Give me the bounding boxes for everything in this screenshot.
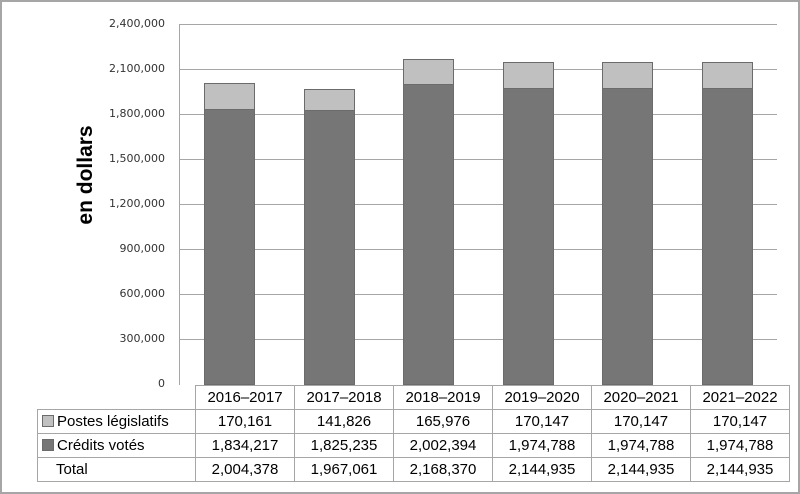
table-cell: 1,974,788 — [492, 433, 592, 458]
table-cell: 2,144,935 — [591, 457, 691, 482]
column-header: 2016–2017 — [195, 385, 295, 410]
gridline — [180, 114, 777, 115]
y-tick: 300,000 — [119, 332, 166, 345]
y-tick: 1,200,000 — [109, 197, 165, 210]
table-cell: 141,826 — [294, 409, 394, 434]
gridline — [180, 204, 777, 205]
bar-segment-postes-legislatifs — [701, 62, 753, 89]
gridline — [180, 294, 777, 295]
table-row: Crédits votés 1,834,217 1,825,235 2,002,… — [37, 433, 790, 458]
row-label: Crédits votés — [57, 437, 145, 454]
bar-segment-credits-votes — [204, 108, 256, 385]
column-header: 2018–2019 — [393, 385, 493, 410]
bar-segment-credits-votes — [303, 110, 355, 385]
table-header-row: 2016–2017 2017–2018 2018–2019 2019–2020 … — [38, 385, 790, 410]
table-cell: 1,974,788 — [591, 433, 691, 458]
bar-segment-credits-votes — [403, 83, 455, 385]
y-tick: 2,100,000 — [109, 62, 165, 75]
y-tick: 0 — [158, 377, 165, 390]
bar-segment-postes-legislatifs — [602, 62, 654, 89]
y-tick: 1,500,000 — [109, 152, 165, 165]
legend-swatch-light-icon — [42, 415, 54, 427]
table-cell: 1,825,235 — [294, 433, 394, 458]
table-cell: 2,002,394 — [393, 433, 493, 458]
table-cell: 2,144,935 — [492, 457, 592, 482]
bar-segment-postes-legislatifs — [502, 62, 554, 89]
y-tick: 2,400,000 — [109, 17, 165, 30]
stacked-bar — [602, 62, 654, 385]
bar-segment-postes-legislatifs — [403, 58, 455, 85]
bar-segment-credits-votes — [602, 87, 654, 385]
column-header: 2020–2021 — [591, 385, 691, 410]
table-row: Total 2,004,378 1,967,061 2,168,370 2,14… — [37, 457, 790, 482]
stacked-bar — [204, 83, 256, 385]
y-tick: 600,000 — [119, 287, 166, 300]
table-cell: 165,976 — [393, 409, 493, 434]
table-cell: 1,834,217 — [195, 433, 295, 458]
legend-swatch-dark-icon — [42, 439, 54, 451]
plot-area — [179, 24, 777, 385]
y-tick: 1,800,000 — [109, 107, 165, 120]
table-cell: 2,004,378 — [195, 457, 295, 482]
bar-segment-postes-legislatifs — [303, 88, 355, 112]
table-cell: 170,161 — [195, 409, 295, 434]
gridline — [180, 24, 777, 25]
table-row: Postes législatifs 170,161 141,826 165,9… — [37, 409, 790, 434]
gridline — [180, 249, 777, 250]
stacked-bar — [403, 58, 455, 385]
column-header: 2021–2022 — [690, 385, 790, 410]
gridline — [180, 159, 777, 160]
gridline — [180, 339, 777, 340]
bar-segment-credits-votes — [701, 87, 753, 385]
table-cell: 2,168,370 — [393, 457, 493, 482]
column-header: 2019–2020 — [492, 385, 592, 410]
stacked-bar — [701, 62, 753, 385]
table-cell: 1,967,061 — [294, 457, 394, 482]
column-header: 2017–2018 — [294, 385, 394, 410]
bar-segment-credits-votes — [502, 87, 554, 385]
row-label: Postes législatifs — [57, 413, 169, 430]
row-label: Total — [37, 457, 196, 482]
y-tick: 900,000 — [119, 242, 166, 255]
table-cell: 1,974,788 — [690, 433, 790, 458]
table-cell: 2,144,935 — [690, 457, 790, 482]
table-cell: 170,147 — [492, 409, 592, 434]
table-cell: 170,147 — [591, 409, 691, 434]
data-table: 2016–2017 2017–2018 2018–2019 2019–2020 … — [37, 385, 790, 482]
stacked-bar — [303, 88, 355, 385]
bar-segment-postes-legislatifs — [204, 83, 256, 110]
table-cell: 170,147 — [690, 409, 790, 434]
gridline — [180, 69, 777, 70]
stacked-bar — [502, 62, 554, 385]
